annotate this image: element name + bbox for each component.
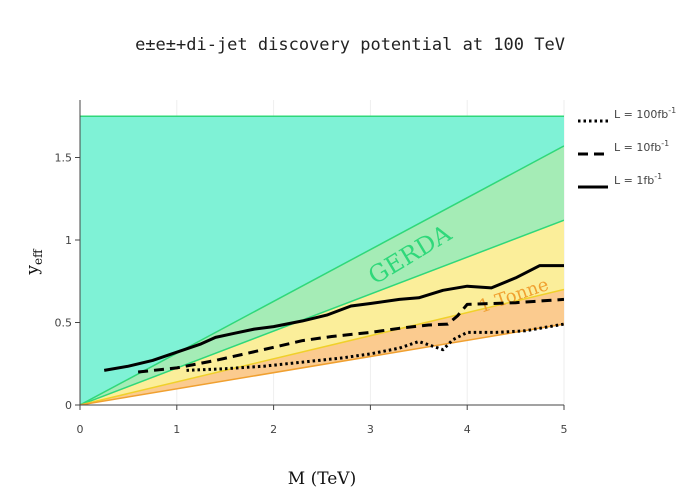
series-line-2: [186, 322, 564, 372]
y-tick-label: 0.5: [55, 317, 73, 330]
band-0: [80, 116, 564, 405]
x-tick-label: 1: [173, 423, 180, 436]
x-tick-label: 5: [561, 423, 568, 436]
legend-label-sup: -1: [654, 172, 662, 181]
x-tick-label: 2: [270, 423, 277, 436]
legend-label-main: L = 100fb: [614, 108, 668, 121]
legend-label-sup: -1: [668, 106, 676, 115]
legend: L = 100fb-1L = 10fb-1L = 1fb-1: [578, 106, 676, 189]
band-boundary-3: [80, 323, 564, 405]
chart-title: e±e±+di-jet discovery potential at 100 T…: [135, 35, 565, 55]
legend-label-1: L = 10fb-1: [614, 139, 669, 154]
x-axis-title: M (TeV): [288, 469, 356, 489]
y-tick-label: 1: [65, 234, 72, 247]
x-tick-label: 0: [77, 423, 84, 436]
x-tick-label: 3: [367, 423, 374, 436]
legend-label-main: L = 10fb: [614, 141, 661, 154]
legend-label-main: L = 1fb: [614, 174, 654, 187]
band-boundary-1: [80, 219, 564, 405]
y-axis-title-sub: eff: [31, 248, 45, 265]
legend-label-sup: -1: [661, 139, 669, 148]
x-axis-ticks: 0 1 2 3 4 5: [77, 405, 568, 436]
band-boundary-2: [80, 288, 564, 405]
legend-label-0: L = 1fb-1: [614, 172, 662, 187]
legend-label-2: L = 100fb-1: [614, 106, 676, 121]
series-line-1: [137, 297, 564, 374]
x-tick-label: 4: [464, 423, 471, 436]
y-tick-label: 1.5: [55, 152, 73, 165]
y-axis-title-main: y: [23, 265, 43, 276]
y-axis-ticks: 0 0.5 1 1.5: [55, 152, 80, 412]
y-tick-label: 0: [65, 399, 72, 412]
y-axis-title: yeff: [23, 248, 45, 276]
band-boundary-0: [80, 145, 564, 405]
series-line-0: [103, 264, 564, 372]
